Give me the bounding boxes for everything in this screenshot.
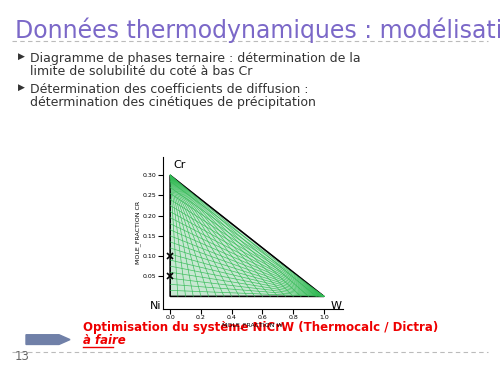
Text: W: W xyxy=(330,301,341,311)
Y-axis label: MOLE_FRACTION CR: MOLE_FRACTION CR xyxy=(136,201,141,264)
Text: détermination des cinétiques de précipitation: détermination des cinétiques de précipit… xyxy=(30,96,316,109)
Text: Optimisation du système NiCrW (Thermocalc / Dictra): Optimisation du système NiCrW (Thermocal… xyxy=(83,322,442,334)
Text: Détermination des coefficients de diffusion :: Détermination des coefficients de diffus… xyxy=(30,83,308,96)
Text: 13: 13 xyxy=(15,350,30,363)
Text: ▶: ▶ xyxy=(18,52,25,61)
X-axis label: MOLE_FRACTION W: MOLE_FRACTION W xyxy=(222,323,283,328)
Text: Diagramme de phases ternaire : détermination de la: Diagramme de phases ternaire : détermina… xyxy=(30,52,360,65)
Text: Ni: Ni xyxy=(150,301,161,311)
Text: limite de solubilité du coté à bas Cr: limite de solubilité du coté à bas Cr xyxy=(30,65,252,78)
Text: Cr: Cr xyxy=(174,160,186,171)
Text: ▶: ▶ xyxy=(18,83,25,92)
Polygon shape xyxy=(170,175,324,297)
Text: Données thermodynamiques : modélisation: Données thermodynamiques : modélisation xyxy=(15,17,500,43)
Text: à faire: à faire xyxy=(83,334,126,347)
